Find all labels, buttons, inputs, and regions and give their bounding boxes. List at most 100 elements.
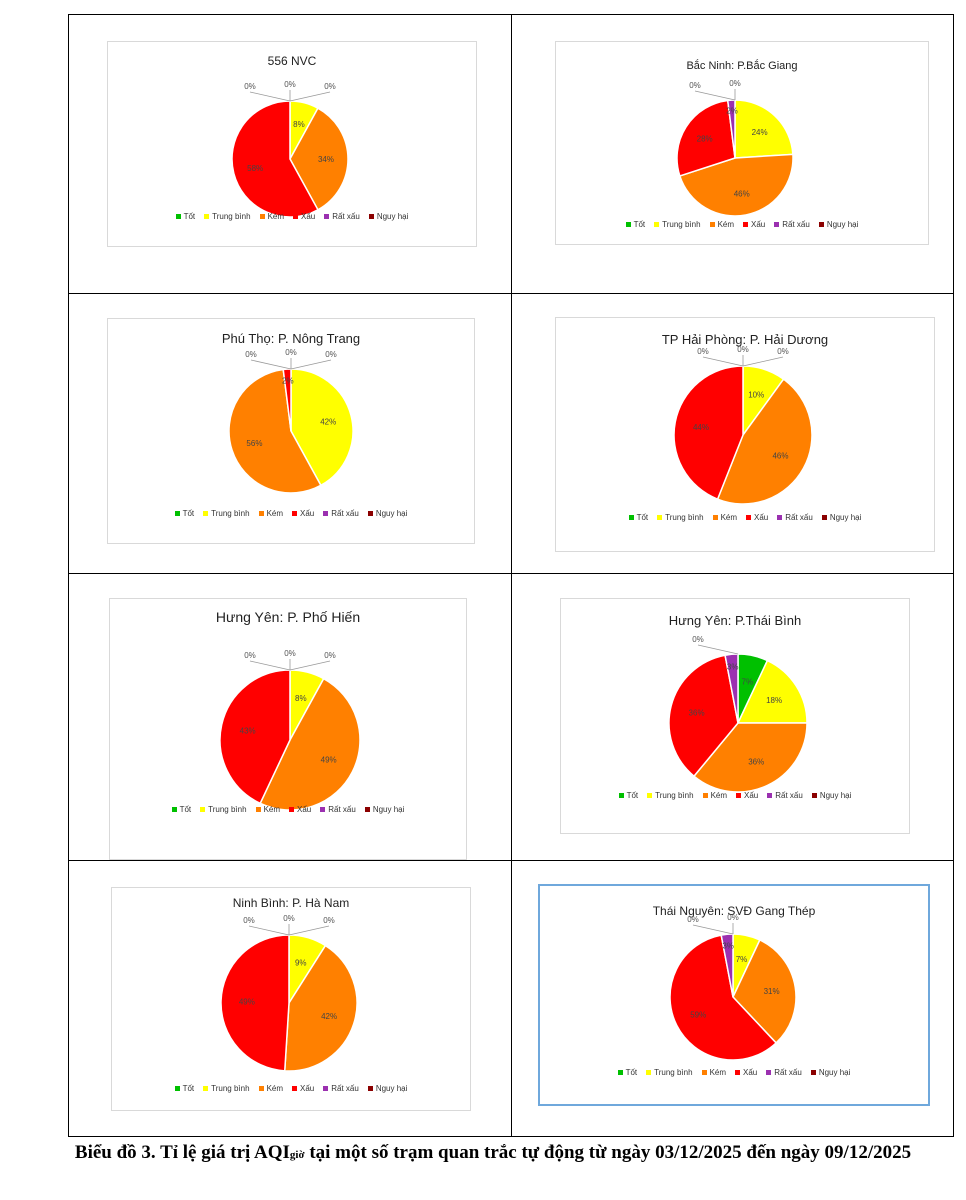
- chart-title: Ninh Bình: P. Hà Nam: [232, 896, 350, 910]
- legend-label: Xấu: [300, 509, 315, 518]
- legend-swatch: [617, 1070, 623, 1075]
- legend-swatch: [175, 214, 181, 219]
- legend-swatch: [811, 793, 817, 798]
- legend-label: Rất xấu: [774, 1068, 802, 1077]
- legend-swatch: [171, 807, 177, 812]
- slice-label: 8%: [295, 694, 307, 703]
- pie-svg: 10% 46% 44% 0% 0% 0%: [673, 345, 813, 505]
- legend-swatch: [821, 515, 827, 520]
- slice-label: 3%: [722, 942, 734, 951]
- legend-label: Xấu: [744, 791, 759, 800]
- legend-item: Trung bình: [204, 212, 251, 221]
- chart-title: 556 NVC: [267, 54, 317, 68]
- chart-cell: Hưng Yên: P. Phố Hiến 8% 49% 43% 0% 0% 0% Tốt Tr…: [68, 573, 511, 860]
- figure-caption: Biểu đồ 3. Tỉ lệ giá trị AQIgiờ tại một …: [74, 1142, 912, 1163]
- pie-chart: Hưng Yên: P. Phố Hiến 8% 49% 43% 0% 0% 0% Tốt Tr…: [109, 598, 467, 860]
- legend-swatch: [258, 511, 264, 516]
- slice-label: 34%: [318, 155, 334, 164]
- chart-title: Phú Thọ: P. Nông Trang: [221, 331, 361, 346]
- legend-swatch: [647, 793, 653, 798]
- legend-item: Xấu: [735, 1068, 757, 1077]
- chart-cell: Hưng Yên: P.Thái Bình 7% 18% 36% 36% 3% 0% Tốt T…: [511, 573, 954, 860]
- slice-label: 24%: [752, 128, 768, 137]
- slice-label: 2%: [726, 107, 738, 116]
- legend-item: Rất xấu: [766, 1068, 802, 1077]
- pie-slice-2: [692, 722, 808, 793]
- pie-chart: Thái Nguyên: SVĐ Gang Thép 7% 31% 59% 3% 0% 0%…: [538, 884, 930, 1106]
- slice-label: 59%: [690, 1011, 706, 1020]
- legend-item: Xấu: [289, 805, 311, 814]
- legend-swatch: [702, 793, 708, 798]
- legend-item: Kém: [258, 1084, 283, 1093]
- slice-label: 58%: [247, 164, 263, 173]
- legend-swatch: [320, 807, 326, 812]
- legend-label: Rất xấu: [328, 805, 356, 814]
- slice-label: 49%: [239, 998, 255, 1007]
- legend-item: Xấu: [293, 212, 315, 221]
- slice-label: 3%: [727, 663, 739, 672]
- chart-cell: Phú Thọ: P. Nông Trang 42% 56% 2% 0% 0% 0% Tốt T…: [68, 293, 511, 573]
- legend-item: Nguy hại: [810, 1068, 850, 1077]
- legend-swatch: [364, 807, 370, 812]
- pie-chart: Bắc Ninh: P.Bắc Giang 24% 46% 28% 2% 0% 0% Tốt T…: [555, 41, 929, 245]
- slice-label: 0%: [324, 82, 336, 91]
- chart-title: Thái Nguyên: SVĐ Gang Thép: [652, 904, 816, 918]
- pie-slice-2: [678, 153, 794, 217]
- pie-slice-3: [668, 654, 739, 778]
- legend-swatch: [203, 1086, 209, 1091]
- legend-label: Nguy hại: [376, 212, 409, 221]
- slice-label: 7%: [742, 677, 754, 686]
- pie-slice-2: [259, 677, 361, 811]
- legend-item: Kém: [258, 509, 283, 518]
- slice-label: 0%: [325, 350, 337, 359]
- legend-item: Xấu: [743, 220, 765, 229]
- legend-label: Kém: [717, 220, 735, 229]
- pie-slice-1: [734, 99, 794, 159]
- chart-cell: 556 NVC 8% 34% 58% 0% 0% 0% Tốt Trung bình Kém Xấu…: [68, 14, 511, 293]
- legend-item: Tốt: [628, 513, 648, 522]
- slice-label: 42%: [321, 1012, 337, 1021]
- legend-swatch: [777, 515, 783, 520]
- slice-label: 0%: [243, 916, 255, 925]
- chart-legend: Tốt Trung bình Kém Xấu Rất xấu Nguy hại: [110, 805, 466, 814]
- legend-label: Nguy hại: [826, 220, 859, 229]
- legend-swatch: [203, 511, 209, 516]
- slice-label: 10%: [748, 390, 764, 399]
- slice-label: 0%: [244, 82, 256, 91]
- legend-label: Trung bình: [211, 1084, 250, 1093]
- pie-slice-3: [676, 99, 736, 177]
- pie-svg: 7% 18% 36% 36% 3% 0%: [668, 635, 808, 793]
- legend-label: Tốt: [183, 212, 196, 221]
- chart-legend: Tốt Trung bình Kém Xấu Rất xấu Nguy hại: [112, 1084, 470, 1093]
- legend-label: Trung bình: [662, 220, 701, 229]
- slice-label: 0%: [245, 350, 257, 359]
- pie-svg: 7% 31% 59% 3% 0% 0%: [669, 913, 797, 1061]
- slice-label: 0%: [697, 347, 709, 356]
- legend-label: Tốt: [625, 1068, 638, 1077]
- chart-title: Hưng Yên: P.Thái Bình: [668, 613, 802, 628]
- slice-label: 36%: [689, 708, 705, 717]
- legend-swatch: [628, 515, 634, 520]
- pie-slice-2: [732, 938, 797, 1044]
- legend-label: Xấu: [301, 212, 316, 221]
- pie-svg: 24% 46% 28% 2% 0% 0%: [676, 79, 794, 217]
- pie-chart: 556 NVC 8% 34% 58% 0% 0% 0% Tốt Trung bình Kém Xấu…: [107, 41, 477, 247]
- legend-item: Tốt: [617, 1068, 638, 1077]
- legend-swatch: [736, 793, 742, 798]
- legend-item: Kém: [701, 1068, 727, 1077]
- slice-label: 0%: [729, 79, 741, 88]
- legend-item: Rất xấu: [324, 212, 360, 221]
- pie-slice-3: [669, 934, 778, 1061]
- legend-label: Tốt: [182, 1084, 195, 1093]
- legend-item: Trung bình: [646, 1068, 693, 1077]
- legend-item: Trung bình: [203, 509, 250, 518]
- chart-cell: Thái Nguyên: SVĐ Gang Thép 7% 31% 59% 3% 0% 0%…: [511, 860, 954, 1137]
- legend-item: Xấu: [746, 513, 768, 522]
- legend-swatch: [200, 807, 206, 812]
- chart-legend: Tốt Trung bình Kém Xấu Rất xấu Nguy hại: [556, 220, 928, 229]
- slice-label: 0%: [727, 913, 739, 922]
- slice-label: 0%: [323, 916, 335, 925]
- legend-item: Rất xấu: [320, 805, 356, 814]
- legend-swatch: [258, 1086, 264, 1091]
- legend-label: Kém: [709, 1068, 727, 1077]
